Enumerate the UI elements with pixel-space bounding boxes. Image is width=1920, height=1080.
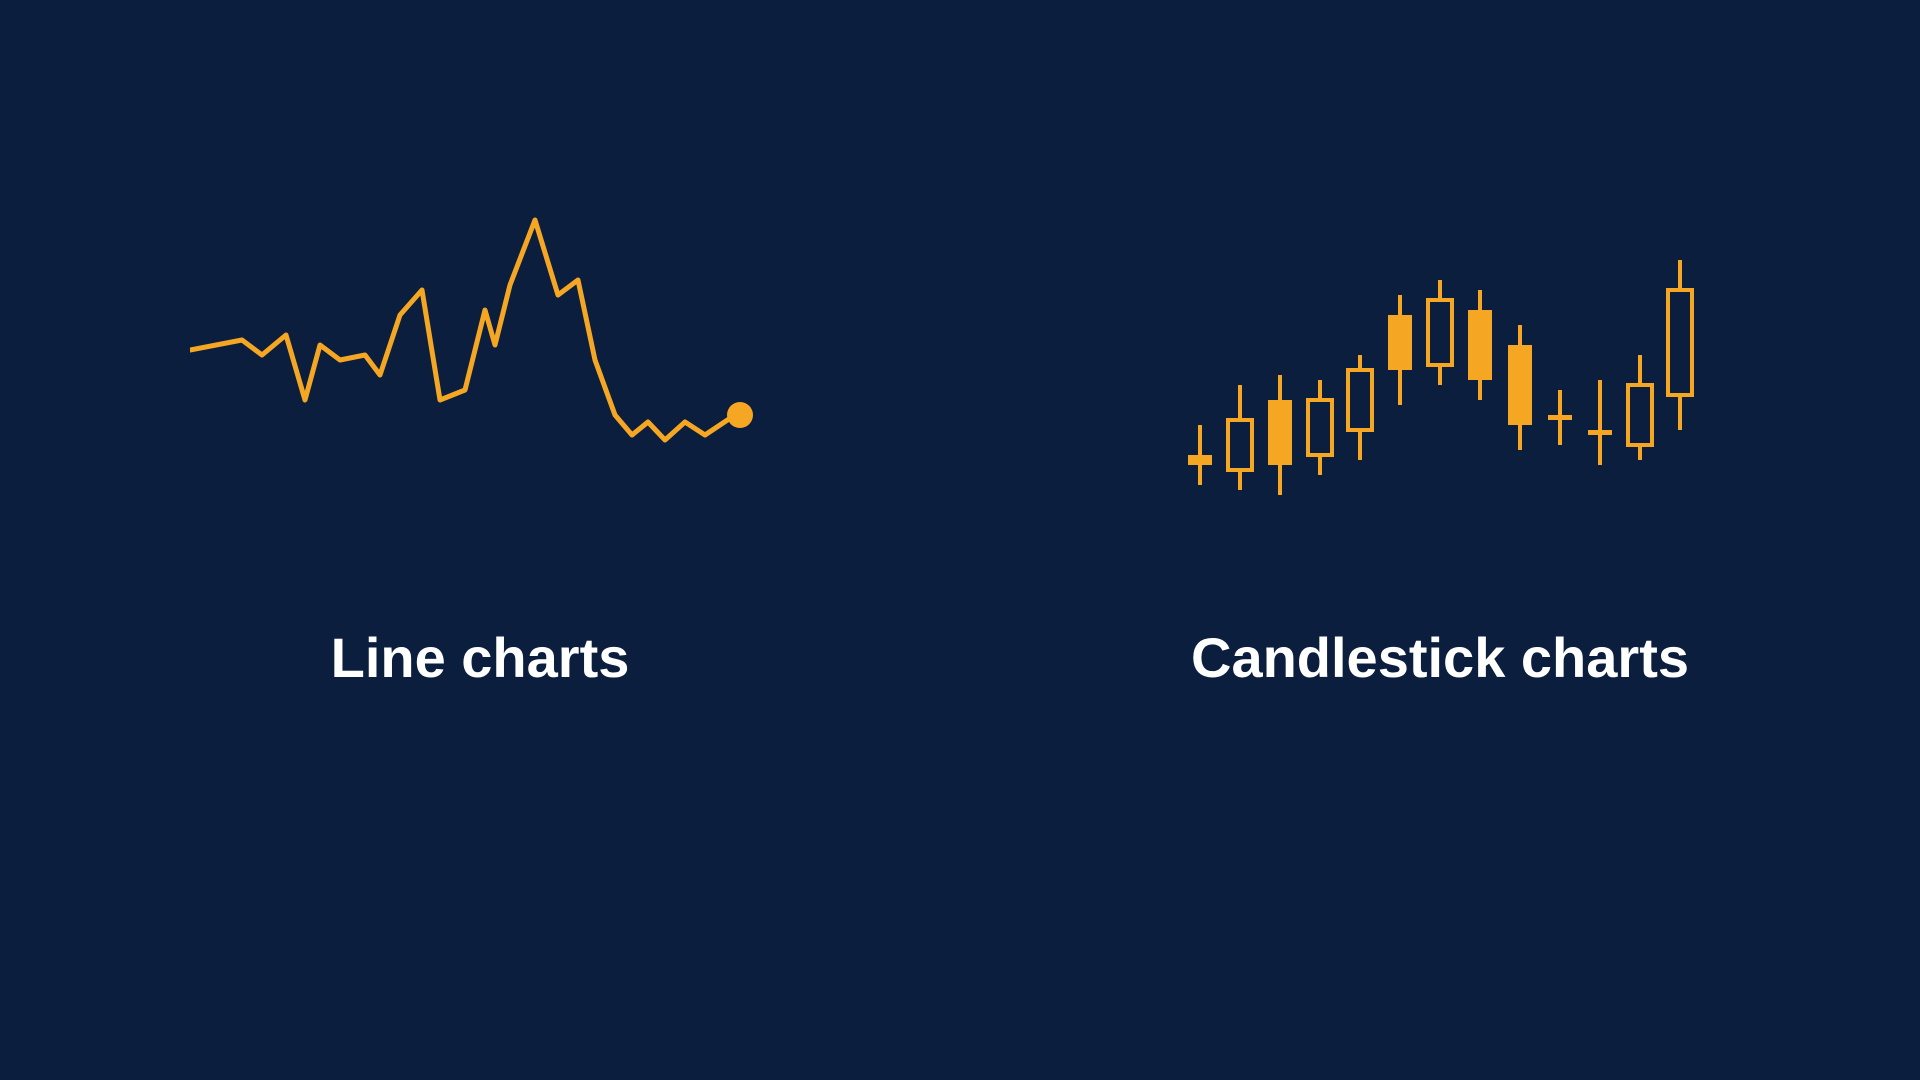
candlestick-chart-icon bbox=[1180, 250, 1700, 540]
line-chart-icon bbox=[190, 200, 770, 490]
line-chart-panel bbox=[130, 200, 830, 530]
candlestick-chart-panel bbox=[1060, 250, 1820, 550]
line-chart-label: Line charts bbox=[130, 625, 830, 690]
candlestick-chart-label: Candlestick charts bbox=[1060, 625, 1820, 690]
infographic-stage: Line charts Candlestick charts bbox=[0, 0, 1920, 1080]
